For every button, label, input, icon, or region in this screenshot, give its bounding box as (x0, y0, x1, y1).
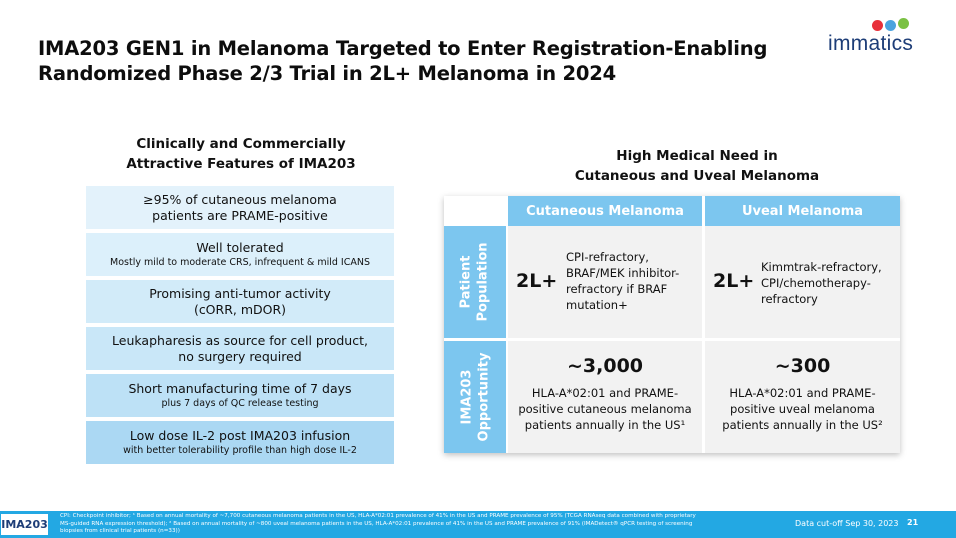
feature-text: Leukapharesis as source for cell product… (112, 332, 368, 348)
column-header-cutaneous: Cutaneous Melanoma (508, 196, 702, 226)
population-text: Kimmtrak-refractory, CPI/chemotherapy- r… (761, 259, 882, 307)
population-line: refractory (761, 292, 818, 306)
slide-title: IMA203 GEN1 in Melanoma Targeted to Ente… (38, 36, 768, 86)
opportunity-text: HLA-A*02:01 and PRAME- positive uveal me… (705, 385, 900, 433)
cell-cutaneous-population: 2L+ CPI-refractory, BRAF/MEK inhibitor- … (508, 226, 702, 338)
feature-item: Low dose IL-2 post IMA203 infusion with … (86, 421, 394, 464)
feature-subtext: with better tolerability profile than hi… (123, 445, 357, 456)
feature-item: Promising anti-tumor activity (cORR, mDO… (86, 280, 394, 323)
line-of-therapy: 2L+ (516, 270, 558, 292)
row-label-ima203-opportunity: IMA203 Opportunity (444, 341, 506, 453)
feature-item: Well tolerated Mostly mild to moderate C… (86, 233, 394, 276)
population-line: mutation+ (566, 298, 628, 312)
medical-need-heading: High Medical Need in Cutaneous and Uveal… (510, 146, 884, 186)
feature-item: Short manufacturing time of 7 days plus … (86, 374, 394, 417)
opportunity-text: HLA-A*02:01 and PRAME- positive cutaneou… (508, 385, 702, 433)
features-heading-line-2: Attractive Features of IMA203 (126, 156, 356, 172)
cell-uveal-population: 2L+ Kimmtrak-refractory, CPI/chemotherap… (705, 226, 900, 338)
data-cutoff: Data cut-off Sep 30, 2023 (795, 519, 899, 528)
feature-text: patients are PRAME-positive (152, 207, 328, 223)
row-label-text: IMA203 (459, 369, 474, 425)
feature-text: Promising anti-tumor activity (149, 285, 331, 301)
feature-text: Short manufacturing time of 7 days (128, 381, 352, 396)
feature-text: (cORR, mDOR) (193, 301, 287, 317)
column-header-uveal: Uveal Melanoma (705, 196, 900, 226)
population-line: CPI/chemotherapy- (761, 276, 871, 290)
patient-count: ~300 (774, 355, 831, 377)
row-label-text: Population (476, 242, 492, 322)
opportunity-line: patients annually in the US² (722, 418, 883, 432)
footnote-line: biopsies from clinical trial patients (n… (60, 528, 180, 535)
feature-text: ≥95% of cutaneous melanoma (143, 191, 337, 207)
footnotes: CPI: Checkpoint inhibitor; ¹ Based on an… (60, 513, 780, 536)
footer-bar: IMA203 CPI: Checkpoint inhibitor; ¹ Base… (0, 511, 956, 538)
logo-wordmark: immatics (828, 32, 914, 55)
opportunity-line: HLA-A*02:01 and PRAME- (531, 386, 679, 400)
features-heading-line-1: Clinically and Commercially (136, 136, 346, 152)
row-label-text: Opportunity (476, 352, 491, 442)
opportunity-line: HLA-A*02:01 and PRAME- (729, 386, 876, 400)
title-line-2: Randomized Phase 2/3 Trial in 2L+ Melano… (38, 62, 616, 85)
opportunity-line: patients annually in the US¹ (524, 418, 686, 432)
population-line: BRAF/MEK inhibitor- (566, 266, 680, 280)
feature-list: ≥95% of cutaneous melanoma patients are … (86, 186, 394, 468)
feature-item: ≥95% of cutaneous melanoma patients are … (86, 186, 394, 229)
feature-subtext: Mostly mild to moderate CRS, infrequent … (110, 257, 370, 268)
feature-text: Low dose IL-2 post IMA203 infusion (129, 428, 351, 443)
footnote-line: CPI: Checkpoint inhibitor; ¹ Based on an… (60, 513, 696, 519)
row-label-patient-population: Patient Population (444, 226, 506, 338)
page-number: 21 (907, 518, 919, 527)
program-badge: IMA203 (0, 513, 49, 536)
feature-text: no surgery required (178, 348, 302, 364)
cell-cutaneous-opportunity: ~3,000 HLA-A*02:01 and PRAME- positive c… (508, 341, 702, 453)
title-line-1: IMA203 GEN1 in Melanoma Targeted to Ente… (38, 37, 768, 60)
footnote-line: MS-guided RNA expression threshold); ² B… (60, 520, 693, 527)
patient-count: ~3,000 (566, 355, 644, 377)
population-text: CPI-refractory, BRAF/MEK inhibitor- refr… (566, 249, 679, 313)
population-line: CPI-refractory, (566, 250, 649, 264)
opportunity-line: positive cutaneous melanoma (518, 402, 692, 416)
features-heading: Clinically and Commercially Attractive F… (88, 134, 394, 174)
opportunity-line: positive uveal melanoma (730, 402, 875, 416)
population-line: refractory if BRAF (566, 282, 668, 296)
immatics-logo: immatics (828, 18, 928, 58)
medical-need-heading-line-2: Cutaneous and Uveal Melanoma (574, 168, 820, 184)
feature-item: Leukapharesis as source for cell product… (86, 327, 394, 370)
feature-text: Well tolerated (196, 240, 284, 255)
row-label-text: Patient (459, 255, 475, 309)
population-line: Kimmtrak-refractory, (761, 260, 882, 274)
feature-subtext: plus 7 days of QC release testing (161, 398, 319, 409)
medical-need-heading-line-1: High Medical Need in (616, 148, 778, 164)
line-of-therapy: 2L+ (713, 270, 755, 292)
cell-uveal-opportunity: ~300 HLA-A*02:01 and PRAME- positive uve… (705, 341, 900, 453)
